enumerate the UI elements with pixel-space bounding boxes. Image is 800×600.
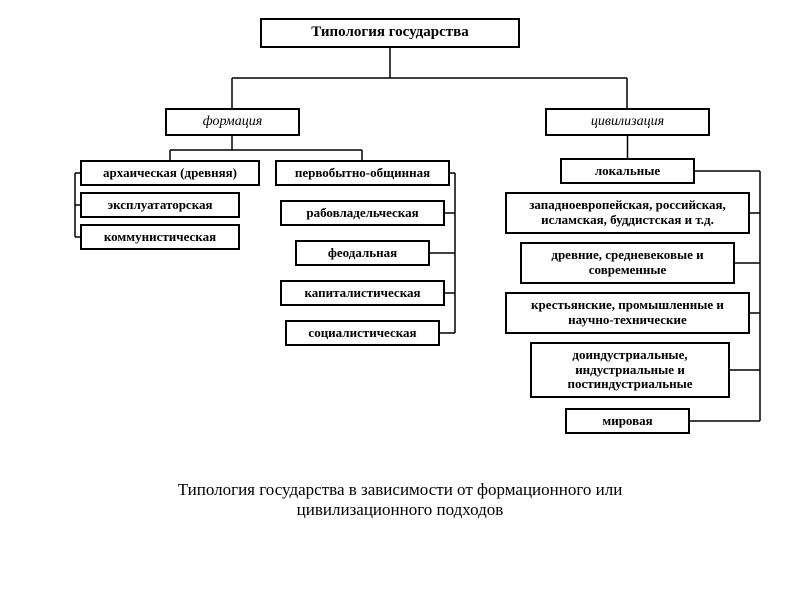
caption-line-1: Типология государства в зависимости от ф…	[178, 480, 623, 499]
leaf-formation-left-2: коммунистическая	[80, 224, 240, 250]
leaf-civilization-0: локальные	[560, 158, 695, 184]
caption-line-2: цивилизационного подходов	[297, 500, 504, 519]
branch-civilization-label: цивилизация	[591, 114, 664, 130]
branch-formation-box: формация	[165, 108, 300, 136]
branch-civilization-box: цивилизация	[545, 108, 710, 136]
leaf-formation-right-2: феодальная	[295, 240, 430, 266]
leaf-formation-left-0: архаическая (древняя)	[80, 160, 260, 186]
branch-formation-label: формация	[203, 114, 263, 130]
diagram-title-text: Типология государства	[311, 24, 468, 41]
diagram-caption: Типология государства в зависимости от ф…	[0, 480, 800, 520]
leaf-civilization-4: доиндустриальные, индустриальные и пости…	[530, 342, 730, 398]
leaf-civilization-1: западноевропейская, российская, исламска…	[505, 192, 750, 234]
leaf-formation-right-1: рабовладельческая	[280, 200, 445, 226]
leaf-civilization-5: мировая	[565, 408, 690, 434]
leaf-formation-right-0: первобытно-общинная	[275, 160, 450, 186]
leaf-formation-right-3: капиталистическая	[280, 280, 445, 306]
leaf-civilization-3: крестьянские, промышленные и научно-техн…	[505, 292, 750, 334]
diagram-title-box: Типология государства	[260, 18, 520, 48]
leaf-formation-right-4: социалистическая	[285, 320, 440, 346]
leaf-civilization-2: древние, средневековые и современные	[520, 242, 735, 284]
leaf-formation-left-1: эксплуататорская	[80, 192, 240, 218]
